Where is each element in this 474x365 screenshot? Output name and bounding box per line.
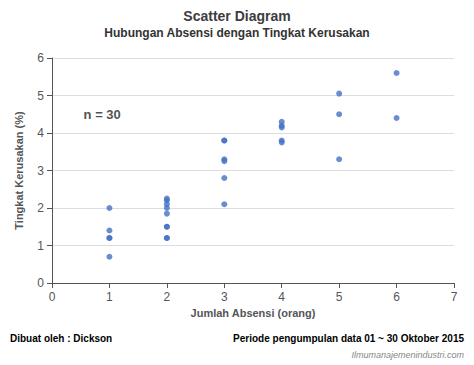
svg-text:5: 5	[336, 290, 343, 304]
svg-text:5: 5	[37, 89, 44, 103]
svg-text:n = 30: n = 30	[84, 107, 121, 122]
svg-text:3: 3	[37, 164, 44, 178]
svg-text:3: 3	[221, 290, 228, 304]
svg-text:2: 2	[37, 201, 44, 215]
svg-text:0: 0	[37, 276, 44, 290]
svg-text:Dibuat oleh : Dickson: Dibuat oleh : Dickson	[10, 333, 112, 344]
svg-text:Scatter Diagram: Scatter Diagram	[183, 8, 290, 24]
svg-text:Periode pengumpulan data 01 ~: Periode pengumpulan data 01 ~ 30 Oktober…	[233, 333, 464, 344]
svg-text:4: 4	[278, 290, 285, 304]
svg-text:1: 1	[37, 239, 44, 253]
svg-text:1: 1	[106, 290, 113, 304]
svg-text:Jumlah Absensi (orang): Jumlah Absensi (orang)	[191, 307, 316, 319]
svg-text:2: 2	[164, 290, 171, 304]
svg-text:6: 6	[393, 290, 400, 304]
svg-text:Hubungan Absensi dengan Tingka: Hubungan Absensi dengan Tingkat Kerusaka…	[104, 26, 369, 40]
svg-text:7: 7	[451, 290, 458, 304]
svg-text:4: 4	[37, 126, 44, 140]
svg-text:Tingkat Kerusakan (%): Tingkat Kerusakan (%)	[13, 111, 25, 230]
svg-text:0: 0	[49, 290, 56, 304]
svg-text:6: 6	[37, 51, 44, 65]
svg-text:Ilmumanajemenindustri.com: Ilmumanajemenindustri.com	[351, 350, 464, 360]
